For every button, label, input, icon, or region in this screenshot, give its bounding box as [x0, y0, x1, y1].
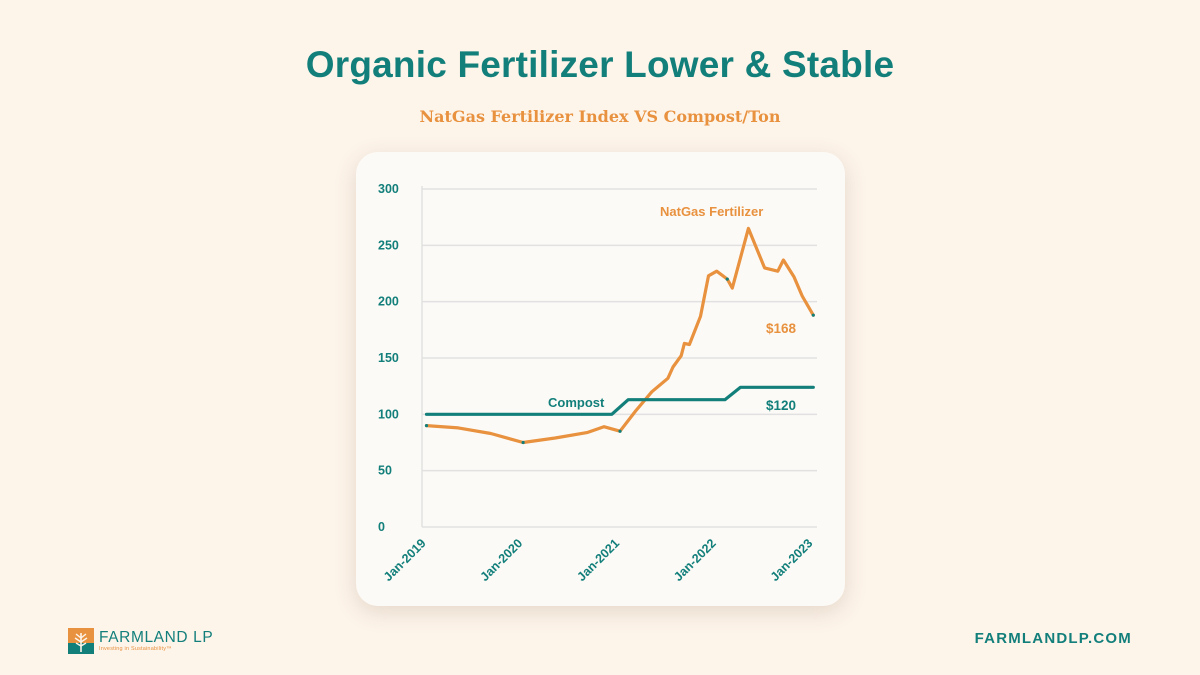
series-label: NatGas Fertilizer [660, 204, 763, 219]
data-point [725, 277, 729, 281]
line-chart: 0 50 100 150 200 250 300 Jan-2019 Jan-2020 Jan-20… [378, 182, 817, 584]
x-tick-label: Jan-2019 [381, 536, 429, 584]
brand-name: FARMLAND LP [99, 628, 214, 646]
chart-card [356, 152, 845, 606]
data-point [811, 313, 815, 317]
farmland-logo: FARMLAND LP Investing in Sustainability™ [68, 627, 213, 655]
series-line [424, 385, 815, 416]
data-point [521, 440, 525, 445]
y-tick-label: 50 [378, 464, 392, 478]
x-tick-label: Jan-2020 [478, 536, 526, 584]
data-point [618, 429, 622, 433]
page-subtitle: NatGas Fertilizer Index VS Compost/Ton [419, 107, 781, 126]
series-line [424, 226, 815, 445]
series-label: Compost [548, 395, 605, 410]
site-url[interactable]: FARMLANDLP.COM [974, 630, 1132, 647]
x-tick-label: Jan-2021 [574, 536, 622, 584]
data-point [424, 424, 429, 428]
x-tick-label: Jan-2023 [768, 536, 816, 584]
end-value-label: $120 [766, 398, 796, 413]
wheat-logo-icon [68, 628, 94, 654]
y-tick-label: 0 [378, 520, 385, 534]
y-tick-label: 250 [378, 238, 399, 252]
x-tick-label: Jan-2022 [671, 536, 719, 584]
y-tick-label: 200 [378, 295, 399, 309]
y-tick-label: 150 [378, 351, 399, 365]
y-tick-label: 300 [378, 182, 399, 196]
page-title: Organic Fertilizer Lower & Stable [305, 44, 895, 85]
end-value-label: $168 [766, 321, 797, 336]
brand-tagline: Investing in Sustainability™ [99, 646, 172, 652]
y-tick-label: 100 [378, 407, 399, 421]
